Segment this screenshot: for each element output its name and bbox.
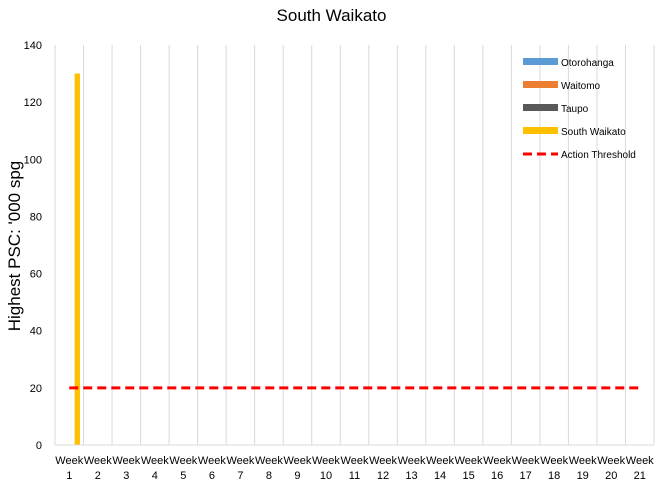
x-tick-label-line: Week [312,455,340,467]
x-tick-label-line: 14 [434,470,446,482]
x-tick-label-line: 12 [377,470,389,482]
x-tick-label-line: 5 [180,470,186,482]
x-tick-label-line: 20 [605,470,617,482]
x-tick-label: Week 20 [597,455,625,482]
x-tick-label-line: Week [112,455,140,467]
x-tick-label: Week 3 [112,455,140,482]
x-tick-label-line: Week [426,455,454,467]
x-tick-label-line: Week [141,455,169,467]
x-tick-label: Week 12 [369,455,397,482]
x-tick-label: Week 8 [255,455,283,482]
y-tick-label: 80 [30,211,42,223]
legend-swatch-waitomo [523,81,558,88]
x-tick-label-line: 4 [152,470,158,482]
x-tick-label-line: 3 [123,470,129,482]
legend-swatch-south-waikato [523,127,558,134]
x-tick-label-line: Week [455,455,483,467]
x-tick-label-line: Week [169,455,197,467]
chart-title: South Waikato [276,6,387,25]
x-tick-label-line: Week [483,455,511,467]
x-tick-label-line: 15 [462,470,474,482]
x-tick-label-line: 13 [405,470,417,482]
x-tick-label: Week 9 [283,455,311,482]
bar-layer [74,73,80,446]
legend-layer: Otorohanga Waitomo Taupo South Waikato Actio… [523,58,636,161]
x-tick-label: Week 17 [512,455,540,482]
y-tick-label: 20 [30,383,42,395]
x-tick-label-line: Week [226,455,254,467]
x-tick-label-line: 9 [294,470,300,482]
x-tick-label-line: Week [597,455,625,467]
x-tick-label: Week 7 [226,455,254,482]
y-tick-label: 60 [30,269,42,281]
x-tick-label-line: 11 [349,470,360,482]
legend-swatch-otorohanga [523,58,558,65]
x-tick-label-line: Week [398,455,426,467]
x-tick-label: Week 4 [141,455,169,482]
y-tick-label: 140 [24,40,42,52]
grid-layer [54,45,655,445]
x-tick-label: Week 16 [483,455,511,482]
x-tick-label-line: Week [198,455,226,467]
x-tick-label-line: Week [84,455,112,467]
x-tick-label: Week 18 [540,455,568,482]
x-tick-label-line: Week [283,455,311,467]
x-tick-label-line: Week [512,455,540,467]
x-tick-label-line: Week [55,455,83,467]
legend-label-waitomo: Waitomo [561,81,601,92]
x-tick-label-line: Week [255,455,283,467]
x-tick-label-line: 1 [66,470,72,482]
x-tick-label: Week 2 [84,455,112,482]
x-tick-label: Week 13 [398,455,426,482]
x-tick-label: Week 14 [426,455,454,482]
legend-label-otorohanga: Otorohanga [561,58,614,69]
x-tick-label-line: 17 [520,470,532,482]
x-tick-label: Week 1 [55,455,83,482]
x-tick-label: Week 11 [341,455,369,482]
x-tick-label-line: Week [341,455,369,467]
y-tick-label: 100 [24,154,42,166]
x-tick-label: Week 10 [312,455,340,482]
x-tick-label-line: 16 [491,470,503,482]
x-tick-label: Week 5 [169,455,197,482]
legend-label-south-waikato: South Waikato [561,127,626,138]
x-tick-label-line: Week [369,455,397,467]
x-tick-label: Week 21 [626,455,654,482]
x-tick-label-line: 21 [634,470,646,482]
x-tick-label-line: 2 [95,470,101,482]
y-axis-label: Highest PSC: '000 spg [5,161,24,332]
x-tick-label-line: 19 [577,470,589,482]
x-tick-label-line: Week [540,455,568,467]
legend-label-action-threshold: Action Threshold [561,150,636,161]
bar-south-waikato [74,73,80,446]
y-tick-label: 40 [30,326,42,338]
x-tick-label-line: 10 [320,470,332,482]
x-tick-label: Week 15 [455,455,483,482]
x-tick-label: Week 19 [569,455,597,482]
legend-swatch-taupo [523,104,558,111]
x-tick-label: Week 6 [198,455,226,482]
x-tick-label-line: 7 [237,470,243,482]
x-tick-label-line: Week [569,455,597,467]
legend-label-taupo: Taupo [561,104,589,115]
x-tick-label-line: 8 [266,470,272,482]
y-tick-label: 0 [36,440,42,452]
x-tick-label-line: 6 [209,470,215,482]
y-tick-label: 120 [24,97,42,109]
x-tick-label-line: Week [626,455,654,467]
x-tick-label-line: 18 [548,470,560,482]
